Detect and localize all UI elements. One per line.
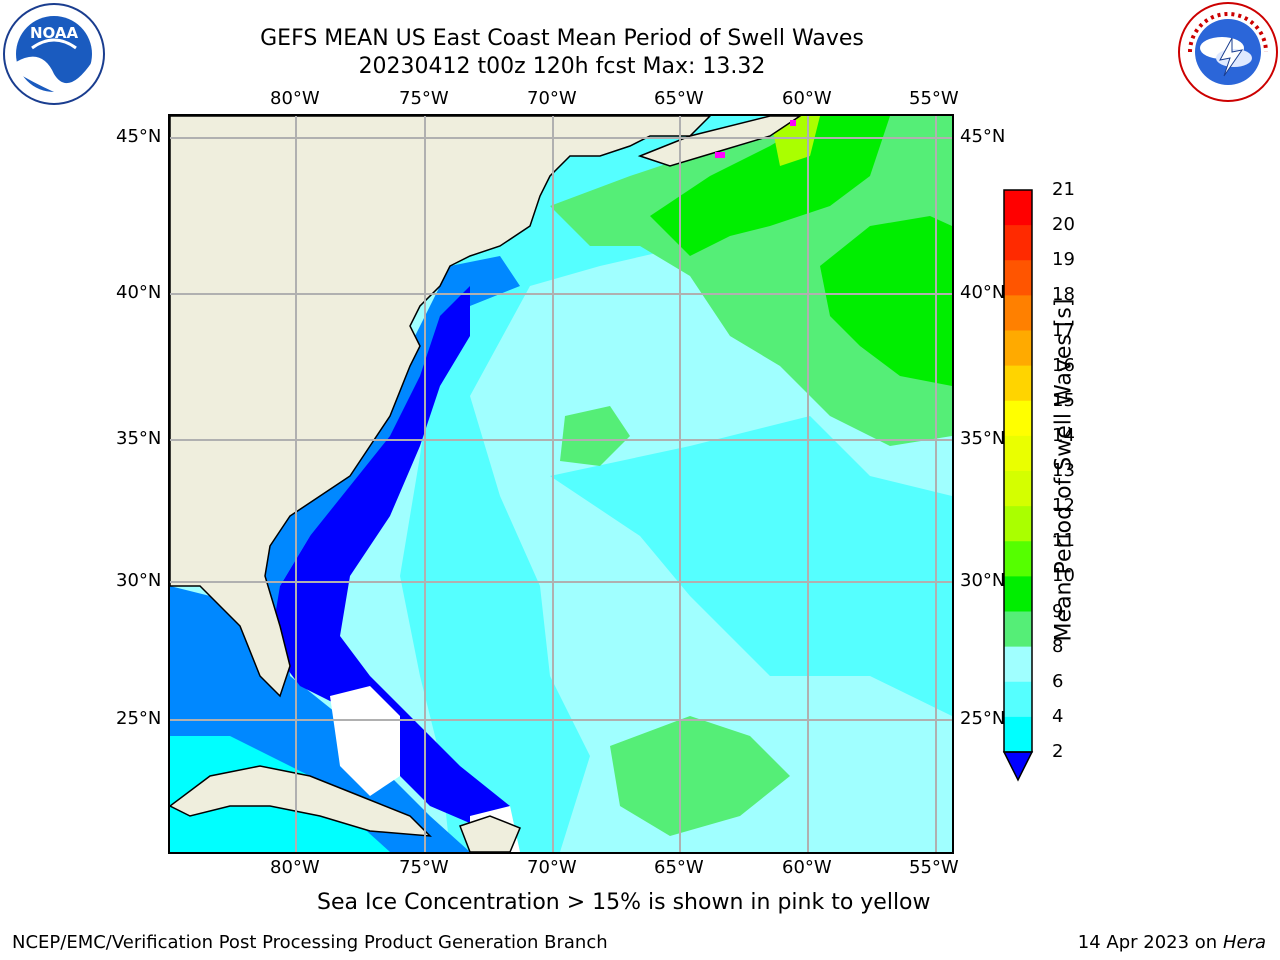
colorbar-extend-arrow [1002, 751, 1034, 782]
bright-green-region [650, 116, 890, 256]
colorbar-swatch [1004, 260, 1032, 296]
colorbar-tick-label: 14 [1052, 424, 1075, 446]
colorbar-swatch [1004, 435, 1032, 472]
lat-tick-right-45n: 45°N [960, 126, 1006, 147]
colorbar-tick-label: 4 [1052, 705, 1064, 727]
colorbar-swatch [1004, 646, 1032, 683]
land-hispaniola [459, 815, 521, 852]
lon-tick-bottom-65w: 65°W [654, 857, 704, 878]
colorbar-tick-label: 8 [1052, 635, 1064, 657]
colorbar-swatch [1004, 365, 1032, 402]
deep-blue-shelf [270, 286, 510, 836]
lon-tick-bottom-75w: 75°W [399, 857, 449, 878]
colorbar-swatch [1004, 400, 1032, 437]
colorbar-tick-label: 16 [1052, 354, 1075, 376]
colorbar-swatch [1004, 611, 1032, 648]
lat-tick-right-40n: 40°N [960, 282, 1006, 303]
footer-machine: Hera [1222, 932, 1266, 953]
colorbar-tick-label: 12 [1052, 495, 1075, 517]
colorbar-swatch [1004, 295, 1032, 331]
colorbar-tick-label: 9 [1052, 600, 1064, 622]
lat-tick-right-35n: 35°N [960, 428, 1006, 449]
colorbar [1002, 189, 1034, 782]
cyan-region [400, 116, 770, 852]
colorbar-swatch [1004, 716, 1032, 753]
lat-tick-left-25n: 25°N [116, 708, 162, 729]
colorbar-swatch [1004, 576, 1032, 612]
lat-tick-right-30n: 30°N [960, 570, 1006, 591]
sea-ice-note: Sea Ice Concentration > 15% is shown in … [317, 890, 931, 915]
colorbar-tick-label: 18 [1052, 284, 1075, 306]
bahamas-white [330, 686, 400, 796]
blue-shelf [170, 256, 520, 852]
colorbar-swatch [1004, 330, 1032, 367]
green-patch-35n [560, 406, 630, 466]
lon-tick-top-80w: 80°W [270, 88, 320, 109]
noaa-logo: NOAA [3, 3, 105, 105]
lat-tick-left-35n: 35°N [116, 428, 162, 449]
cyan-region-east [550, 416, 952, 716]
green-region-north [550, 116, 952, 446]
green-patch-south [610, 716, 790, 836]
colorbar-tick-label: 17 [1052, 319, 1075, 341]
map-frame [168, 114, 954, 854]
colorbar-swatch [1004, 541, 1032, 577]
plot-subtitle: 20230412 t00z 120h fcst Max: 13.32 [358, 54, 766, 79]
lon-tick-top-60w: 60°W [782, 88, 832, 109]
colorbar-swatch [1004, 506, 1032, 542]
plot-title: GEFS MEAN US East Coast Mean Period of S… [260, 26, 864, 51]
lat-tick-left-30n: 30°N [116, 570, 162, 591]
colorbar-tick-label: 10 [1052, 565, 1075, 587]
colorbar-outline [1003, 189, 1033, 753]
colorbar-tick-label: 6 [1052, 670, 1064, 692]
sea-ice-marker [715, 152, 725, 158]
footer-credit: NCEP/EMC/Verification Post Processing Pr… [12, 932, 608, 953]
land-north-america [170, 116, 712, 698]
colorbar-swatch [1004, 225, 1032, 261]
colorbar-label: Mean Period of Swell Waves [s] [1051, 298, 1077, 642]
colorbar-tick-label: 15 [1052, 389, 1075, 411]
colorbar-swatch [1004, 681, 1032, 718]
map-gridlines [170, 116, 952, 852]
colorbar-tick-label: 11 [1052, 530, 1075, 552]
lon-tick-bottom-55w: 55°W [909, 857, 959, 878]
lon-tick-bottom-60w: 60°W [782, 857, 832, 878]
swell-period-map [170, 116, 952, 852]
lon-tick-bottom-80w: 80°W [270, 857, 320, 878]
colorbar-swatch [1004, 190, 1032, 226]
colorbar-tick-label: 13 [1052, 460, 1075, 481]
colorbar-tick-label: 21 [1052, 179, 1075, 200]
colorbar-tick-label: 19 [1052, 249, 1075, 271]
colorbar-swatch [1004, 471, 1032, 507]
land-cuba [170, 765, 432, 837]
lon-tick-top-70w: 70°W [527, 88, 577, 109]
sea-ice-marker-2 [790, 120, 796, 126]
lon-tick-bottom-70w: 70°W [527, 857, 577, 878]
colorbar-tick-label: 20 [1052, 214, 1075, 236]
noaa-logo-text: NOAA [30, 24, 79, 42]
lat-tick-right-25n: 25°N [960, 708, 1006, 729]
footer-date-text: 14 Apr 2023 on [1077, 932, 1223, 953]
footer-date: 14 Apr 2023 on Hera [1078, 932, 1266, 953]
lat-tick-left-40n: 40°N [116, 282, 162, 303]
colorbar-tick-label: 2 [1052, 741, 1064, 762]
lon-tick-top-55w: 55°W [909, 88, 959, 109]
lon-tick-top-65w: 65°W [654, 88, 704, 109]
lat-tick-left-45n: 45°N [116, 126, 162, 147]
nws-logo [1178, 2, 1278, 102]
bright-green-region-east [820, 216, 952, 386]
lon-tick-top-75w: 75°W [399, 88, 449, 109]
